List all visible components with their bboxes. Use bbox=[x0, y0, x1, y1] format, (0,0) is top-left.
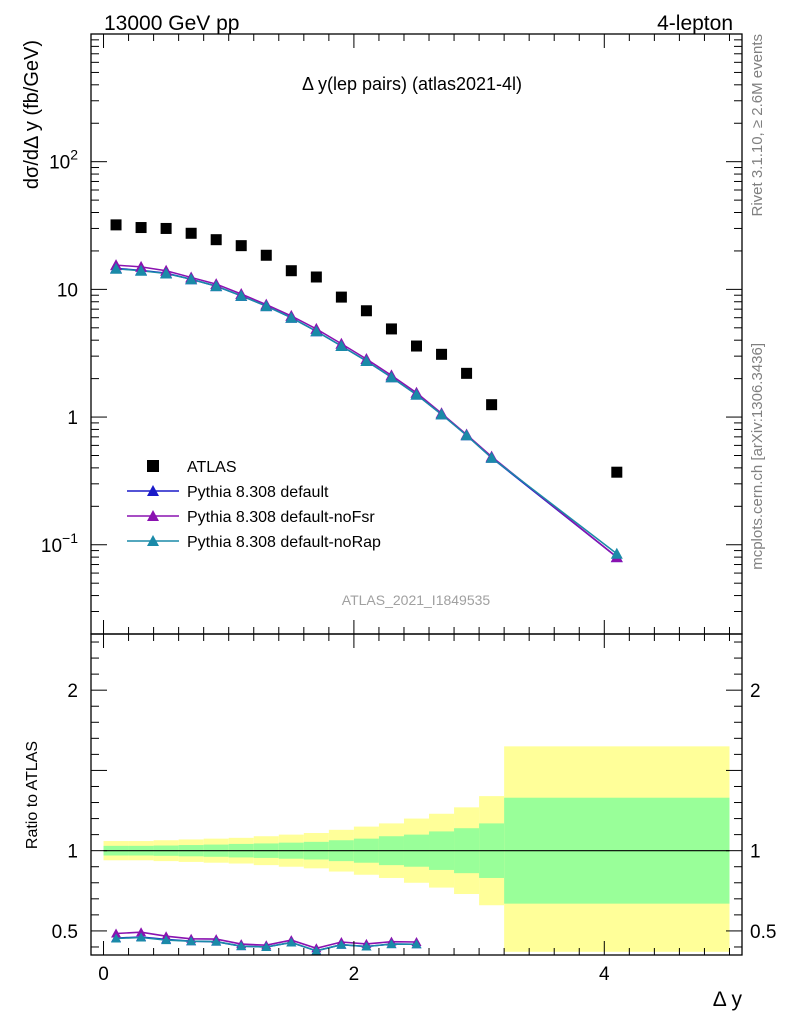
ratio-series-marker bbox=[361, 941, 372, 951]
ratio-y-tick-label: 1 bbox=[67, 842, 78, 863]
data-point-square bbox=[285, 265, 297, 277]
header-left-label: 13000 GeV pp bbox=[104, 12, 239, 35]
ratio-y-tick-label: 2 bbox=[67, 681, 78, 702]
data-point-triangle bbox=[485, 451, 498, 463]
data-point-triangle bbox=[360, 354, 373, 366]
ratio-series-marker bbox=[161, 935, 172, 945]
data-point-triangle bbox=[135, 264, 148, 276]
x-tick-label: 2 bbox=[349, 964, 360, 985]
y-tick-label: 10−1 bbox=[41, 530, 78, 557]
ratio-plot-area: 0 2 4 0.5 0.5 1 1 2 2 bbox=[52, 633, 776, 985]
ratio-series-marker bbox=[211, 936, 222, 946]
ratio-series-marker bbox=[136, 932, 147, 942]
data-point-square bbox=[335, 291, 347, 303]
data-point-square bbox=[310, 271, 322, 283]
legend-marker-triangle bbox=[147, 535, 159, 546]
rivet-version-label: Rivet 3.1.10, ≥ 2.6M events bbox=[749, 34, 766, 217]
data-point-triangle bbox=[435, 408, 448, 420]
data-point-square bbox=[110, 219, 122, 231]
data-point-triangle bbox=[610, 547, 623, 559]
ratio-series-marker bbox=[261, 941, 272, 951]
ratio-y-tick-label-right: 0.5 bbox=[750, 922, 776, 943]
data-point-square bbox=[210, 234, 222, 246]
data-point-square bbox=[411, 340, 422, 352]
data-point-square bbox=[135, 222, 147, 234]
ratio-y-tick-label: 0.5 bbox=[52, 922, 78, 943]
data-point-square bbox=[185, 227, 197, 239]
ratio-y-tick-label-right: 2 bbox=[750, 681, 761, 702]
data-point-triangle bbox=[335, 340, 348, 352]
data-point-square bbox=[235, 240, 247, 252]
data-point-triangle bbox=[235, 289, 248, 301]
main-plot-title: Δ y(lep pairs) (atlas2021-4l) bbox=[302, 74, 522, 94]
ratio-series-marker bbox=[386, 939, 397, 949]
data-point-triangle bbox=[285, 311, 298, 323]
main-y-axis-label: dσ/dΔ y (fb/GeV) bbox=[21, 40, 43, 189]
data-point-square bbox=[160, 222, 172, 234]
data-point-square bbox=[461, 367, 473, 379]
ratio-y-axis-label: Ratio to ATLAS bbox=[24, 741, 41, 849]
legend-entry-label: Pythia 8.308 default-noFsr bbox=[187, 509, 375, 526]
ratio-series-group bbox=[111, 927, 422, 955]
data-point-square bbox=[385, 323, 397, 335]
ratio-series-marker bbox=[136, 927, 147, 937]
data-point-square bbox=[260, 249, 272, 261]
y-tick-label: 1 bbox=[67, 408, 78, 429]
data-point-square bbox=[611, 466, 623, 478]
data-point-triangle bbox=[185, 273, 198, 285]
data-point-square bbox=[436, 348, 448, 360]
data-point-square bbox=[486, 399, 498, 411]
legend-entry-label: ATLAS bbox=[187, 459, 237, 476]
data-point-triangle bbox=[160, 267, 173, 279]
ratio-series-marker bbox=[236, 941, 247, 951]
x-tick-label: 4 bbox=[599, 964, 610, 985]
data-point-triangle bbox=[260, 300, 273, 312]
legend-marker-triangle bbox=[147, 485, 159, 496]
ratio-series-marker bbox=[336, 939, 347, 949]
main-plot-area: 10−1 1 10 102 ATLAS Pythia 8.308 default Pythi… bbox=[41, 33, 743, 635]
ratio-series-marker bbox=[111, 933, 122, 943]
x-axis-label: Δ y bbox=[713, 988, 743, 1011]
legend-entry-label: Pythia 8.308 default bbox=[187, 484, 329, 501]
data-point-square bbox=[360, 305, 372, 317]
ratio-series-marker bbox=[186, 936, 197, 946]
header-right-label: 4-lepton bbox=[657, 12, 733, 35]
ratio-series-marker bbox=[311, 945, 322, 955]
ratio-series-marker bbox=[286, 937, 297, 947]
legend-marker-triangle bbox=[147, 510, 159, 521]
data-point-triangle bbox=[410, 388, 423, 400]
watermark-label: ATLAS_2021_I1849535 bbox=[342, 592, 491, 608]
data-point-triangle bbox=[310, 325, 323, 337]
ratio-series-marker bbox=[111, 928, 122, 938]
y-tick-label: 102 bbox=[49, 147, 78, 174]
data-point-triangle bbox=[460, 429, 473, 441]
legend-marker-square bbox=[147, 460, 159, 472]
mcplots-label: mcplots.cern.ch [arXiv:1306.3436] bbox=[749, 343, 766, 570]
legend-entry-label: Pythia 8.308 default-noRap bbox=[187, 534, 381, 551]
ratio-series-marker bbox=[411, 939, 422, 949]
data-point-triangle bbox=[385, 371, 398, 383]
ratio-plot-frame bbox=[90, 633, 743, 956]
ratio-y-tick-label-right: 1 bbox=[750, 842, 761, 863]
y-tick-label: 10 bbox=[57, 280, 78, 301]
data-point-triangle bbox=[210, 280, 223, 292]
x-tick-label: 0 bbox=[98, 964, 109, 985]
data-point-triangle bbox=[110, 262, 123, 274]
